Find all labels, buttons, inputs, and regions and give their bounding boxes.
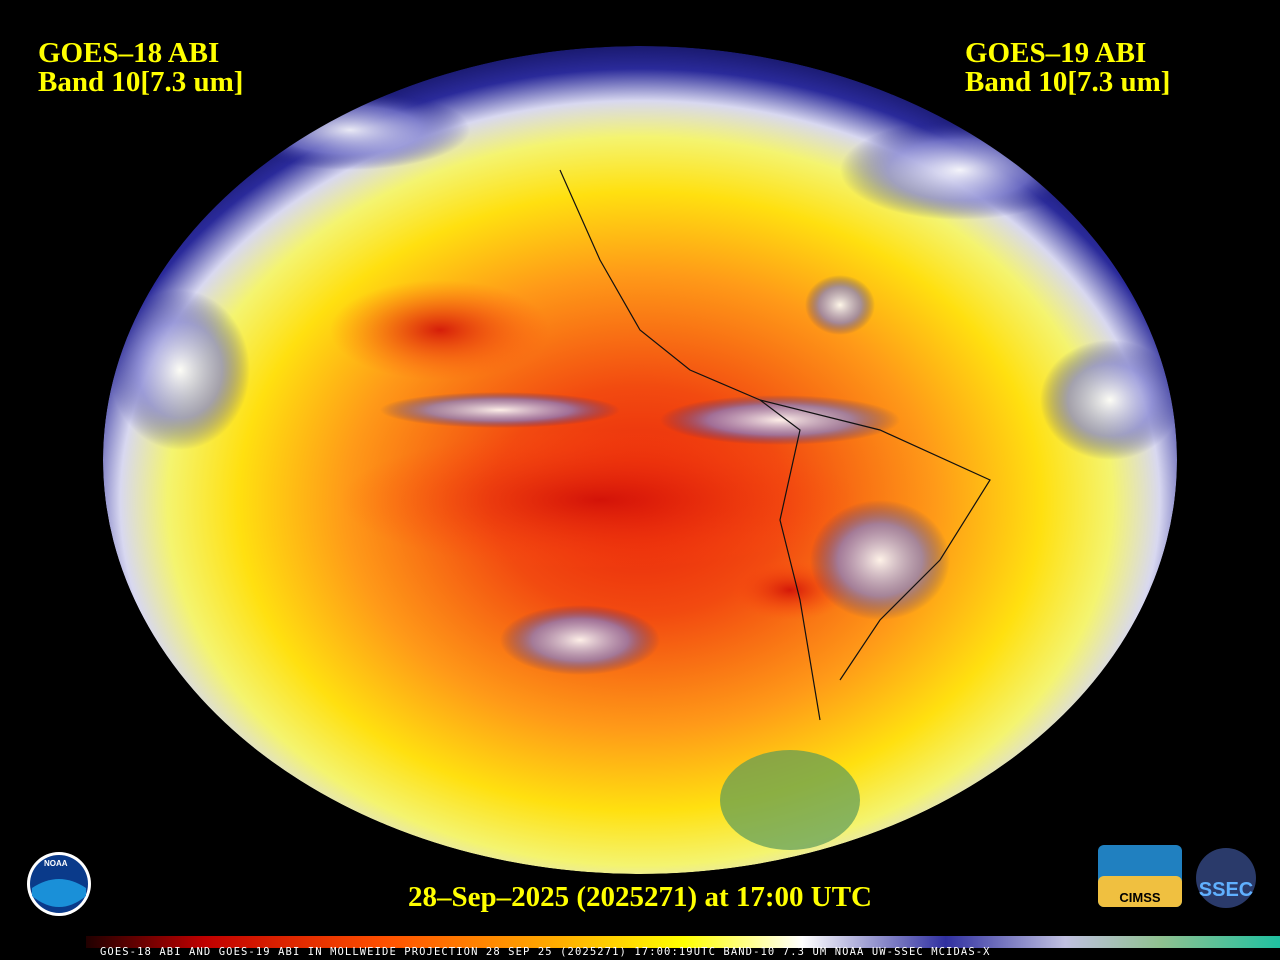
right-band: Band 10[7.3 um]: [965, 66, 1170, 98]
timestamp: 28–Sep–2025 (2025271) at 17:00 UTC: [408, 881, 872, 913]
noaa-logo: NOAA: [27, 852, 91, 916]
cloud: [380, 392, 620, 428]
footer-caption: GOES-18 ABI AND GOES-19 ABI IN MOLLWEIDE…: [100, 946, 991, 958]
dry-band: [340, 430, 860, 570]
cimss-logo: CIMSS: [1098, 845, 1182, 907]
ssec-logo: SSEC: [1196, 848, 1256, 908]
left-band: Band 10[7.3 um]: [38, 66, 243, 98]
color-bar: [86, 936, 1280, 948]
ssec-label: SSEC: [1199, 879, 1253, 901]
cloud: [805, 275, 875, 335]
coastline: [559, 169, 991, 721]
cloud: [810, 500, 950, 620]
left-satellite: GOES–18 ABI: [38, 37, 219, 69]
right-satellite: GOES–19 ABI: [965, 37, 1146, 69]
cloud: [660, 395, 900, 445]
cimss-label: CIMSS: [1119, 890, 1161, 905]
cloud: [110, 290, 250, 450]
noaa-wave: [32, 879, 86, 907]
cloud: [500, 605, 660, 675]
dry-band: [330, 280, 550, 380]
cloud: [1040, 340, 1177, 460]
noaa-label: NOAA: [44, 859, 68, 868]
cimss-sun: [1098, 876, 1182, 907]
globe: [103, 46, 1177, 874]
cloud: [720, 750, 860, 850]
ssec-disc: [1196, 848, 1256, 908]
